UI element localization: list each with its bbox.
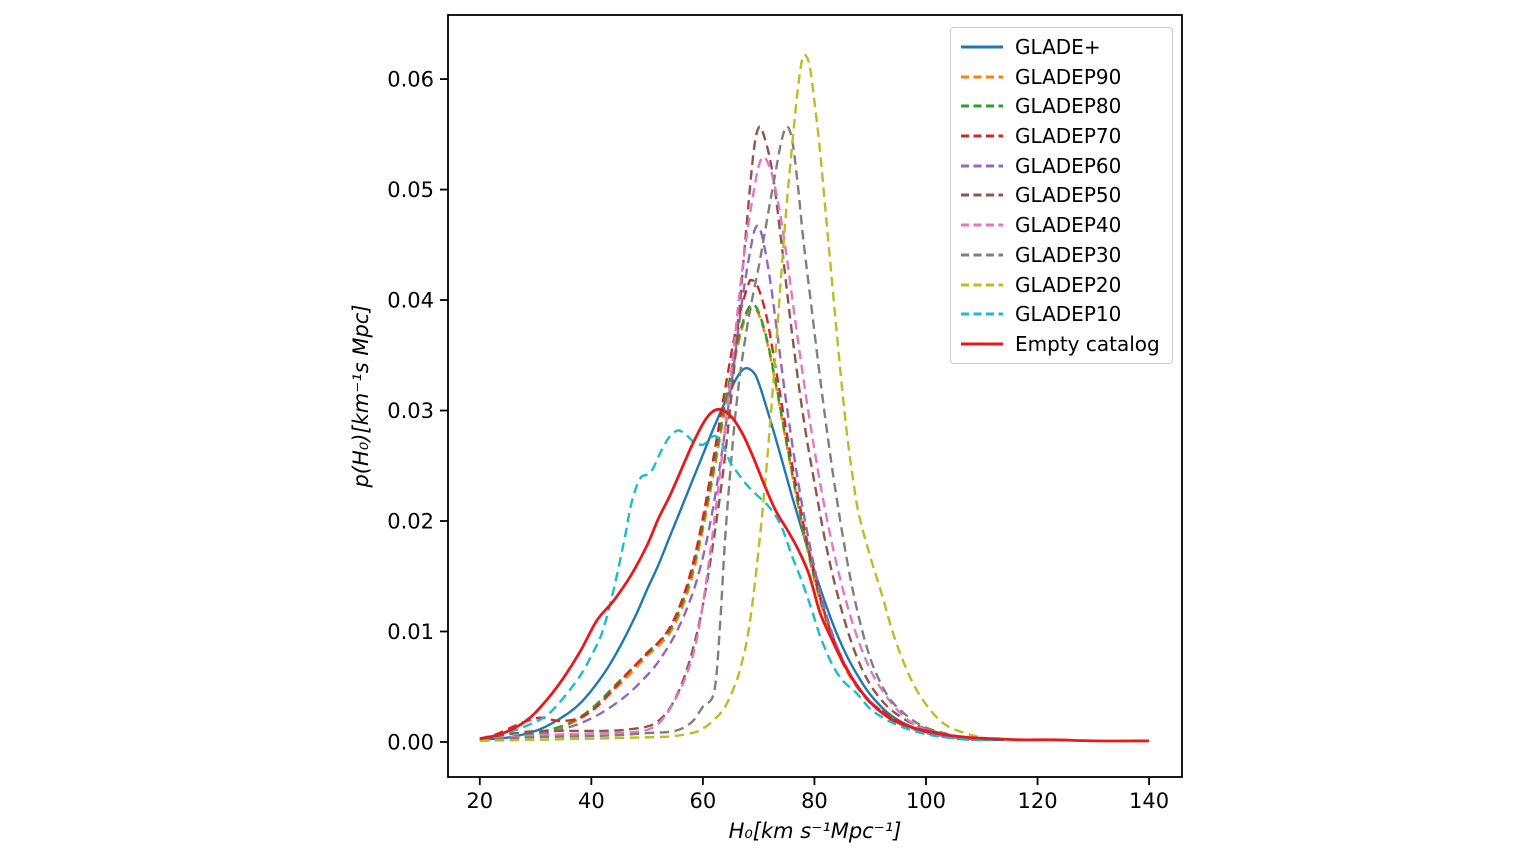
legend-label-glade: GLADE+ — [1015, 34, 1101, 59]
legend-label-gladep40: GLADEP40 — [1015, 213, 1122, 238]
legend-line-sample — [961, 104, 1003, 108]
y-tick-label: 0.04 — [387, 289, 434, 313]
legend-label-gladep20: GLADEP20 — [1015, 272, 1122, 297]
x-tick-label: 100 — [906, 789, 946, 813]
curve-gladep10 — [479, 429, 993, 742]
legend-item-gladep40: GLADEP40 — [961, 211, 1162, 239]
legend-item-gladep50: GLADEP50 — [961, 181, 1162, 209]
y-tick-label: 0.05 — [387, 178, 434, 202]
legend-item-gladep10: GLADEP10 — [961, 300, 1162, 328]
legend-item-gladep90: GLADEP90 — [961, 63, 1162, 91]
x-tick-label: 60 — [690, 789, 717, 813]
legend-label-gladep70: GLADEP70 — [1015, 124, 1122, 149]
legend-line-sample — [961, 134, 1003, 138]
legend-item-gladep60: GLADEP60 — [961, 152, 1162, 180]
y-tick-label: 0.01 — [387, 620, 434, 644]
legend-label-gladep80: GLADEP80 — [1015, 94, 1122, 119]
legend-label-gladep60: GLADEP60 — [1015, 153, 1122, 178]
legend-line-sample — [961, 223, 1003, 227]
legend-line-sample — [961, 312, 1003, 316]
legend-line-sample — [961, 342, 1003, 346]
legend-item-gladep30: GLADEP30 — [961, 241, 1162, 269]
legend-item-gladep20: GLADEP20 — [961, 271, 1162, 299]
x-tick-label: 40 — [578, 789, 605, 813]
legend-item-empty-catalog: Empty catalog — [961, 330, 1162, 358]
legend-label-gladep50: GLADEP50 — [1015, 183, 1122, 208]
legend-label-gladep10: GLADEP10 — [1015, 302, 1122, 327]
y-axis-label: p(H₀)[km⁻¹s Mpc] — [349, 304, 373, 488]
curve-gladep40 — [479, 155, 993, 741]
axis-ticks: 20 40 60 80 100 120 140 0.00 0.01 0.02 0.03 0.04 0.0… — [387, 68, 1169, 813]
legend-item-gladep80: GLADEP80 — [961, 92, 1162, 120]
x-tick-label: 120 — [1017, 789, 1057, 813]
curve-empty-catalog — [479, 407, 1150, 743]
curve-gladep20 — [479, 53, 999, 743]
legend-line-sample — [961, 193, 1003, 197]
legend-item-gladep70: GLADEP70 — [961, 122, 1162, 150]
legend-label-empty-catalog: Empty catalog — [1015, 332, 1160, 357]
y-tick-label: 0.03 — [387, 399, 434, 423]
y-tick-label: 0.00 — [387, 730, 434, 754]
legend-line-sample — [961, 283, 1003, 287]
legend-line-sample — [961, 164, 1003, 168]
legend: GLADE+ GLADEP90 GLADEP80 GLADEP70 GLADEP60 GL… — [950, 27, 1173, 364]
legend-line-sample — [961, 75, 1003, 79]
y-tick-label: 0.06 — [387, 68, 434, 92]
legend-line-sample — [961, 45, 1003, 49]
y-tick-label: 0.02 — [387, 510, 434, 534]
curve-gladep70 — [479, 278, 993, 741]
curve-gladep50 — [479, 125, 993, 741]
curves — [479, 53, 1150, 743]
curve-gladep30 — [479, 125, 993, 741]
legend-item-glade: GLADE+ — [961, 33, 1162, 61]
legend-label-gladep90: GLADEP90 — [1015, 64, 1122, 89]
curve-glade — [479, 367, 1005, 742]
legend-line-sample — [961, 253, 1003, 257]
x-tick-label: 20 — [466, 789, 493, 813]
legend-label-gladep30: GLADEP30 — [1015, 242, 1122, 267]
x-tick-label: 80 — [801, 789, 828, 813]
x-tick-label: 140 — [1129, 789, 1169, 813]
x-axis-label: H₀[km s⁻¹Mpc⁻¹] — [729, 819, 902, 843]
